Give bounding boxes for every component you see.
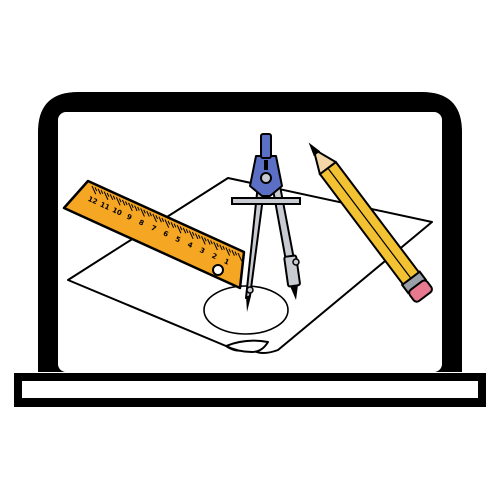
ruler-tick (210, 240, 213, 245)
ruler-hole (212, 264, 224, 276)
ruler-tick-label: 9 (125, 213, 133, 222)
ruler-tick (179, 226, 183, 231)
ruler-tick (137, 206, 140, 211)
laptop-base-inner (22, 381, 478, 398)
ruler-tick-label: 4 (186, 241, 194, 250)
ruler-tick (222, 245, 225, 250)
ruler-tick (207, 238, 211, 245)
ruler-tick (134, 205, 138, 212)
compass (231, 133, 301, 312)
ruler-tick (198, 234, 201, 239)
ruler-tick (182, 227, 187, 234)
compass-needle (246, 296, 251, 312)
ruler-tick-label: 11 (99, 201, 111, 212)
ruler-tick (164, 219, 170, 228)
ruler-tick-label: 5 (174, 235, 182, 244)
ruler-tick (201, 236, 206, 245)
compass-handle (260, 133, 272, 159)
ruler-tick (146, 210, 150, 217)
ruler-tick (191, 231, 195, 236)
pencil-eraser (408, 279, 433, 303)
ruler-tick (234, 251, 238, 256)
ruler-tick (112, 195, 116, 200)
ruler-tick (103, 191, 109, 200)
ruler-tick (97, 188, 102, 195)
ruler-tick (91, 185, 97, 195)
compass-hinge (260, 172, 272, 184)
ruler-tick (237, 252, 243, 262)
ruler-tick (170, 222, 175, 228)
ruler-tick (204, 237, 207, 242)
ruler-tick (94, 187, 98, 192)
ruler-tick (118, 198, 122, 203)
ruler-tick-label: 2 (210, 252, 218, 261)
pencil-wood (312, 147, 337, 176)
ruler-tick (131, 203, 134, 208)
ruler-tick-label: 10 (111, 206, 123, 217)
ruler-tick-label: 8 (137, 218, 145, 227)
pencil-lead (308, 142, 321, 157)
ruler-tick (125, 201, 128, 206)
ruler-tick-label: 3 (198, 246, 206, 255)
ruler-tick (158, 216, 162, 223)
ruler-tick (152, 213, 158, 223)
compass-crossbar (231, 197, 301, 205)
ruler-tick (161, 217, 165, 222)
ruler-tick (219, 244, 223, 251)
ruler-tick (216, 243, 219, 248)
ruler-tick (225, 247, 231, 256)
ruler-tick (155, 215, 158, 220)
paper-curl (225, 339, 269, 353)
ruler-tick (106, 192, 110, 197)
drawn-circle (203, 285, 289, 335)
ruler-tick (167, 220, 171, 225)
ruler-tick (140, 208, 145, 217)
ruler-tick-label: 7 (150, 224, 158, 233)
ruler-tick-label: 1 (223, 257, 231, 266)
compass-lead (290, 285, 298, 300)
ruler-tick-label: 6 (162, 229, 170, 238)
ruler-tick (188, 230, 194, 240)
ruler-tick (176, 224, 182, 234)
ruler-tick-label: 12 (87, 195, 99, 206)
ruler-tick (128, 202, 133, 212)
ruler-tick (121, 199, 126, 206)
ruler-tick (231, 249, 235, 256)
ruler-tick (100, 189, 104, 195)
ruler-tick (109, 194, 114, 201)
ruler-tick (143, 209, 146, 214)
ruler-tick (185, 229, 189, 234)
ruler-ticks (91, 185, 243, 262)
ruler-tick (173, 223, 177, 228)
pencil (308, 142, 433, 303)
ruler-tick (149, 212, 152, 217)
ruler-tick (194, 233, 199, 240)
ruler-tick (115, 196, 121, 206)
ruler-tick (213, 241, 218, 251)
ruler-tick (228, 248, 231, 253)
